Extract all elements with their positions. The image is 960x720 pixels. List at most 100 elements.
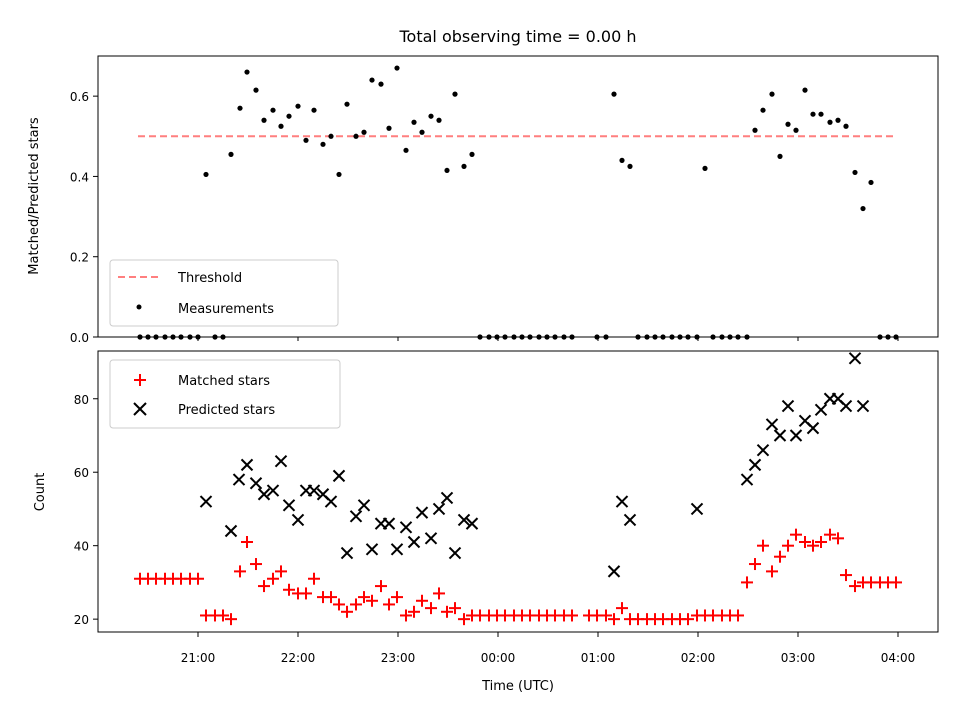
measurement-point: [843, 123, 849, 129]
measurement-point: [793, 127, 799, 133]
predicted-point-stroke: [690, 502, 704, 516]
measurement-point: [419, 129, 425, 135]
measurement-point: [702, 165, 708, 171]
predicted-point-stroke: [224, 524, 238, 538]
matched-point: [283, 583, 295, 596]
matched-point: [225, 613, 237, 626]
measurement-point: [394, 65, 400, 71]
measurement-point: [818, 111, 824, 117]
measurement-point: [311, 107, 317, 113]
predicted-point-stroke: [415, 506, 429, 519]
matched-point: [757, 539, 769, 552]
measurement-point: [810, 111, 816, 117]
x-tick-label: 23:00: [381, 651, 416, 665]
predicted-point-stroke: [324, 495, 338, 508]
top-axes-frame: [97, 55, 939, 338]
measurement-point: [444, 167, 450, 174]
predicted-point: [432, 502, 446, 516]
predicted-point-stroke: [266, 484, 280, 497]
matched-point: [832, 532, 844, 545]
predicted-point: [415, 506, 429, 519]
measurement-point: [295, 103, 301, 109]
predicted-point: [448, 546, 462, 560]
measurement-point: [378, 81, 384, 87]
top-y-tick-label: 0.0: [70, 331, 89, 345]
measurement-point: [244, 69, 250, 75]
bottom-panel: 20 40 60 80 21:00 22:00 23:00 00:00 01:00 02:00 03…: [33, 350, 939, 694]
bottom-y-tick-label: 60: [74, 466, 89, 480]
matched-point: [766, 565, 778, 578]
predicted-point-stroke: [291, 513, 305, 527]
predicted-point: [806, 421, 820, 435]
x-tick-label: 02:00: [681, 651, 716, 665]
top-y-tick-label: 0.6: [70, 90, 89, 104]
predicted-point: [257, 488, 271, 501]
matched-point: [391, 591, 403, 604]
top-legend-box: [109, 259, 339, 327]
matched-point: [600, 609, 612, 622]
top-plot-area: 0.0 0.2 0.4 0.6: [70, 55, 939, 345]
measurement-point: [328, 133, 334, 139]
measurement-point: [386, 125, 392, 131]
predicted-point: [765, 418, 779, 431]
predicted-point-stroke: [457, 513, 471, 527]
measurement-point: [461, 163, 467, 169]
predicted-point: [773, 429, 787, 442]
measurement-point: [802, 87, 808, 93]
measurement-point: [627, 163, 633, 169]
predicted-point: [690, 502, 704, 516]
legend-predicted-swatch: [133, 402, 147, 416]
predicted-point: [856, 399, 870, 413]
matched-point: [234, 565, 246, 578]
measurement-point: [769, 91, 775, 97]
predicted-point-stroke: [424, 532, 438, 545]
predicted-point-stroke: [432, 502, 446, 516]
predicted-point: [424, 532, 438, 545]
matched-point: [824, 528, 836, 541]
predicted-point-stroke: [399, 521, 413, 534]
measurement-point: [361, 129, 367, 135]
matched-point: [192, 572, 204, 585]
predicted-point-stroke: [748, 458, 762, 472]
predicted-point-stroke: [440, 491, 454, 505]
predicted-point: [274, 454, 288, 468]
matched-point: [350, 598, 362, 611]
matched-point: [815, 536, 827, 549]
bottom-legend-box: [109, 359, 341, 429]
matched-point: [333, 598, 345, 611]
matched-point: [366, 594, 378, 607]
predicted-point: [465, 517, 479, 530]
matched-point: [358, 591, 370, 604]
measurement-point: [860, 205, 866, 212]
predicted-point-stroke: [257, 488, 271, 501]
measurement-point: [777, 153, 783, 159]
predicted-point-stroke: [465, 517, 479, 530]
matched-point: [608, 613, 620, 626]
predicted-point-stroke: [615, 495, 629, 508]
predicted-point: [199, 495, 213, 508]
measurement-point: [303, 137, 309, 143]
bottom-plot-area: 20 40 60 80 21:00 22:00 23:00 00:00 01:00 02:00 03…: [74, 350, 939, 665]
x-tick-label: 03:00: [781, 651, 816, 665]
predicted-point: [240, 458, 254, 472]
predicted-point: [224, 524, 238, 538]
predicted-point: [390, 543, 404, 556]
matched-point: [441, 605, 453, 618]
predicted-point: [623, 513, 637, 527]
predicted-point-stroke: [249, 477, 263, 490]
predicted-point-stroke: [814, 403, 828, 416]
predicted-point-stroke: [789, 429, 803, 442]
matched-point: [300, 587, 312, 600]
matched-point: [383, 598, 395, 611]
predicted-point-stroke: [274, 454, 288, 468]
matched-point: [458, 613, 470, 626]
matched-point: [774, 550, 786, 563]
predicted-point: [365, 543, 379, 556]
predicted-point-stroke: [332, 469, 346, 483]
predicted-point-stroke: [623, 513, 637, 527]
measurement-point: [203, 171, 209, 178]
predicted-point-stroke: [856, 399, 870, 413]
predicted-point-stroke: [839, 399, 853, 413]
legend-measurements-label: Measurements: [178, 302, 274, 317]
predicted-point-stroke: [316, 488, 330, 501]
